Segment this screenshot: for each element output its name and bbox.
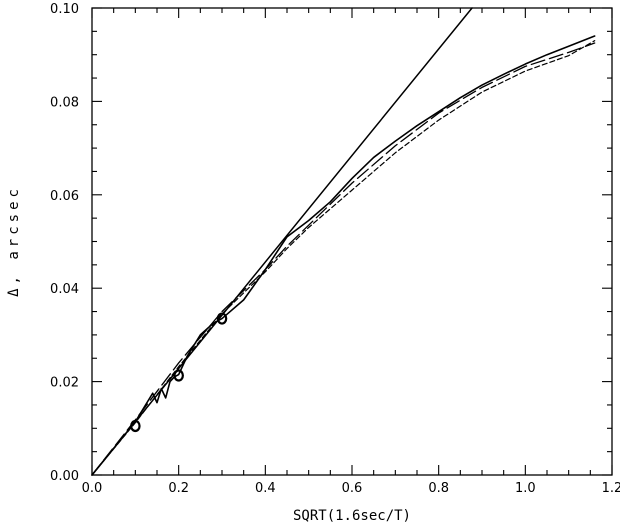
x-tick-label: 1.2 <box>602 481 620 496</box>
y-tick-label: 0.06 <box>50 189 79 204</box>
y-tick-label: 0.08 <box>50 95 79 110</box>
axis-ticks <box>91 7 613 476</box>
x-tick-label: 0.0 <box>82 481 103 496</box>
y-axis-label: Δ, arcsec <box>6 185 22 297</box>
y-tick-label: 0.02 <box>50 376 79 391</box>
y-tick-labels: 0.00 0.02 0.04 0.06 0.08 0.10 <box>50 2 79 484</box>
series-line-long-dash <box>91 42 596 476</box>
x-tick-label: 0.6 <box>342 481 363 496</box>
data-point-marker <box>216 312 228 325</box>
data-point-marker <box>130 419 141 433</box>
series-group <box>91 7 596 476</box>
series-line-short-dash <box>91 40 596 476</box>
x-tick-label: 0.2 <box>168 481 189 496</box>
y-tick-label: 0.04 <box>50 282 79 297</box>
x-tick-label: 0.4 <box>255 481 276 496</box>
x-tick-label: 1.0 <box>515 481 536 496</box>
x-tick-labels: 0.0 0.2 0.4 0.6 0.8 1.0 1.2 <box>82 481 620 496</box>
y-tick-label: 0.10 <box>50 2 79 17</box>
y-tick-label: 0.00 <box>50 469 79 484</box>
marker-group <box>130 312 228 433</box>
plot-frame <box>91 7 613 476</box>
data-point-marker <box>173 369 184 382</box>
x-tick-label: 0.8 <box>428 481 449 496</box>
x-axis-label: SQRT(1.6sec/T) <box>293 508 411 523</box>
series-line-solid <box>91 35 596 476</box>
